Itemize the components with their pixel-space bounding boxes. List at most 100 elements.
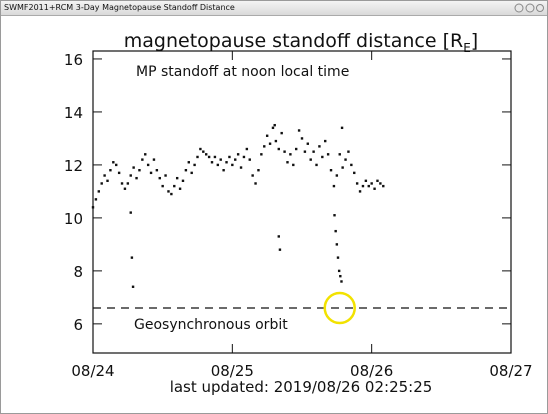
point	[207, 155, 211, 159]
x-tick-label: 08/24	[71, 362, 114, 380]
point	[370, 182, 373, 185]
point	[100, 182, 103, 185]
point	[286, 161, 289, 164]
point	[141, 158, 144, 161]
point	[242, 155, 246, 159]
window-title: SWMF2011+RCM 3-Day Magnetopause Standoff…	[4, 3, 235, 12]
point	[292, 163, 295, 167]
point	[337, 269, 341, 273]
point	[303, 150, 307, 153]
point	[199, 147, 202, 151]
reference-label: Geosynchronous orbit	[134, 317, 288, 333]
point	[138, 169, 141, 172]
point	[236, 153, 240, 156]
point	[278, 248, 282, 251]
point	[274, 139, 278, 143]
point	[144, 153, 147, 156]
point	[94, 198, 98, 201]
point	[216, 163, 220, 167]
point	[91, 206, 95, 209]
x-tick-label: 08/25	[211, 362, 254, 380]
point	[202, 150, 205, 153]
y-tick-label: 10	[64, 210, 83, 228]
point	[190, 171, 193, 175]
point	[257, 169, 260, 172]
point	[167, 190, 170, 193]
point	[382, 184, 385, 188]
point	[123, 187, 127, 190]
y-tick-label: 14	[64, 104, 83, 122]
window-controls	[514, 3, 544, 13]
point	[251, 174, 254, 177]
point	[106, 179, 109, 183]
refresh-button[interactable]	[525, 3, 535, 13]
point	[268, 142, 272, 145]
point	[164, 174, 167, 177]
point	[341, 166, 344, 169]
point	[260, 153, 263, 156]
point	[324, 139, 327, 143]
point	[321, 155, 324, 159]
point	[277, 235, 280, 238]
title-subscript: E	[463, 41, 471, 55]
point	[367, 184, 370, 188]
point	[335, 174, 339, 177]
point	[225, 161, 228, 164]
point	[318, 145, 321, 148]
point	[213, 155, 217, 159]
plot-frame	[92, 50, 512, 354]
title-close: ]	[471, 30, 478, 52]
point	[248, 158, 251, 161]
point	[344, 158, 347, 161]
point	[306, 142, 310, 145]
point	[130, 256, 134, 259]
point	[315, 163, 318, 167]
point	[358, 190, 362, 193]
point	[181, 179, 185, 183]
settings-button[interactable]	[514, 3, 524, 13]
point	[340, 126, 344, 130]
point	[364, 179, 368, 183]
point	[210, 161, 214, 164]
point	[152, 158, 156, 161]
point	[297, 129, 301, 132]
point	[265, 134, 269, 137]
point	[178, 187, 182, 190]
point	[196, 155, 199, 159]
point	[376, 179, 379, 183]
point	[117, 171, 121, 175]
point	[187, 161, 190, 164]
point	[347, 150, 350, 153]
y-tick-label: 12	[64, 157, 83, 175]
point	[373, 187, 376, 190]
point	[277, 147, 280, 151]
point	[361, 184, 365, 188]
point	[131, 285, 135, 288]
chart: magnetopause standoff distance [RE] MP s…	[64, 30, 533, 396]
point	[353, 171, 356, 175]
close-button[interactable]	[536, 4, 544, 12]
point	[245, 147, 249, 151]
point	[309, 158, 312, 161]
point	[170, 192, 173, 196]
point	[184, 169, 188, 172]
point	[120, 182, 124, 185]
point	[132, 166, 135, 169]
footer: last updated: 2019/08/26 02:25:25	[170, 378, 433, 396]
point	[283, 150, 286, 153]
point	[219, 158, 222, 161]
point	[294, 147, 298, 151]
point	[158, 176, 161, 180]
point	[340, 280, 343, 283]
point	[146, 163, 150, 167]
point	[234, 158, 237, 161]
point	[97, 190, 101, 193]
point	[112, 161, 115, 164]
annotation: MP standoff at noon local time	[136, 64, 349, 80]
x-tick-label: 08/26	[350, 362, 393, 380]
point	[333, 214, 336, 217]
point	[149, 171, 153, 175]
point	[326, 153, 330, 156]
point	[334, 229, 337, 233]
